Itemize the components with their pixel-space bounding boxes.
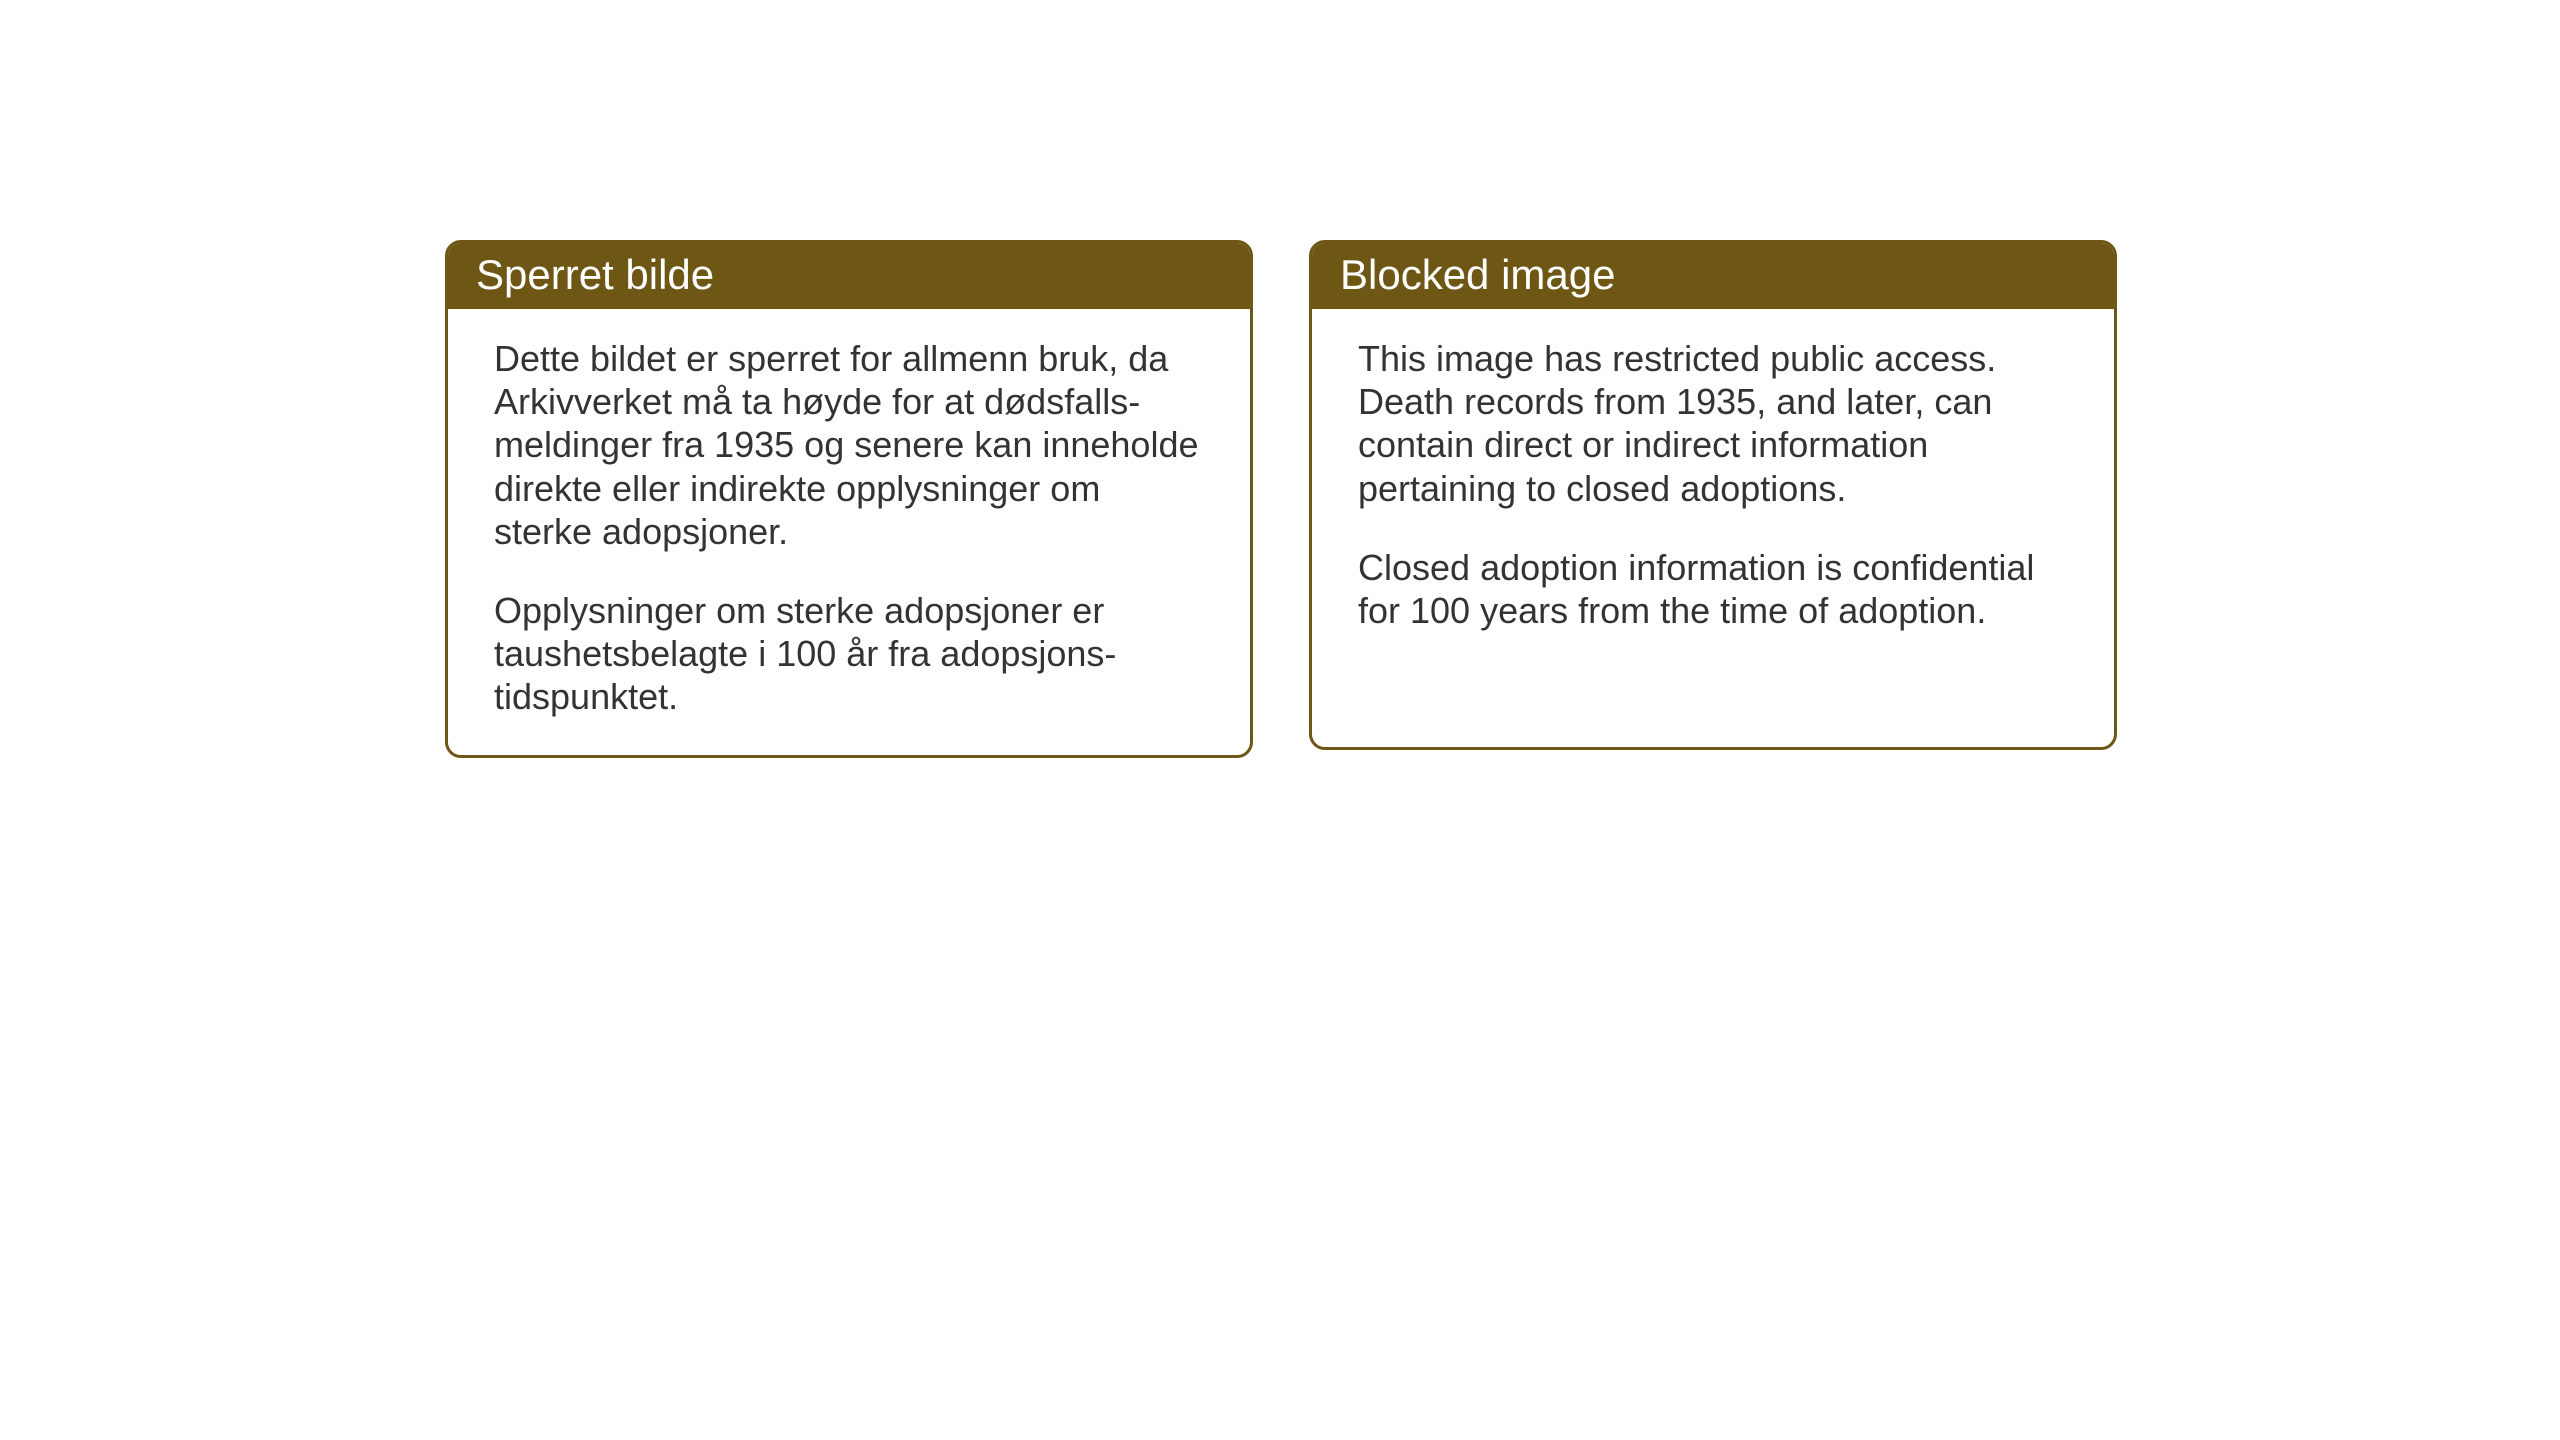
notice-container: Sperret bilde Dette bildet er sperret fo… bbox=[445, 240, 2117, 758]
notice-card-english: Blocked image This image has restricted … bbox=[1309, 240, 2117, 750]
notice-paragraph: Dette bildet er sperret for allmenn bruk… bbox=[494, 337, 1204, 553]
notice-body-norwegian: Dette bildet er sperret for allmenn bruk… bbox=[448, 309, 1250, 755]
notice-header-english: Blocked image bbox=[1312, 243, 2114, 309]
notice-card-norwegian: Sperret bilde Dette bildet er sperret fo… bbox=[445, 240, 1253, 758]
notice-paragraph: Opplysninger om sterke adopsjoner er tau… bbox=[494, 589, 1204, 719]
notice-paragraph: This image has restricted public access.… bbox=[1358, 337, 2068, 510]
notice-paragraph: Closed adoption information is confident… bbox=[1358, 546, 2068, 632]
notice-header-norwegian: Sperret bilde bbox=[448, 243, 1250, 309]
notice-body-english: This image has restricted public access.… bbox=[1312, 309, 2114, 668]
